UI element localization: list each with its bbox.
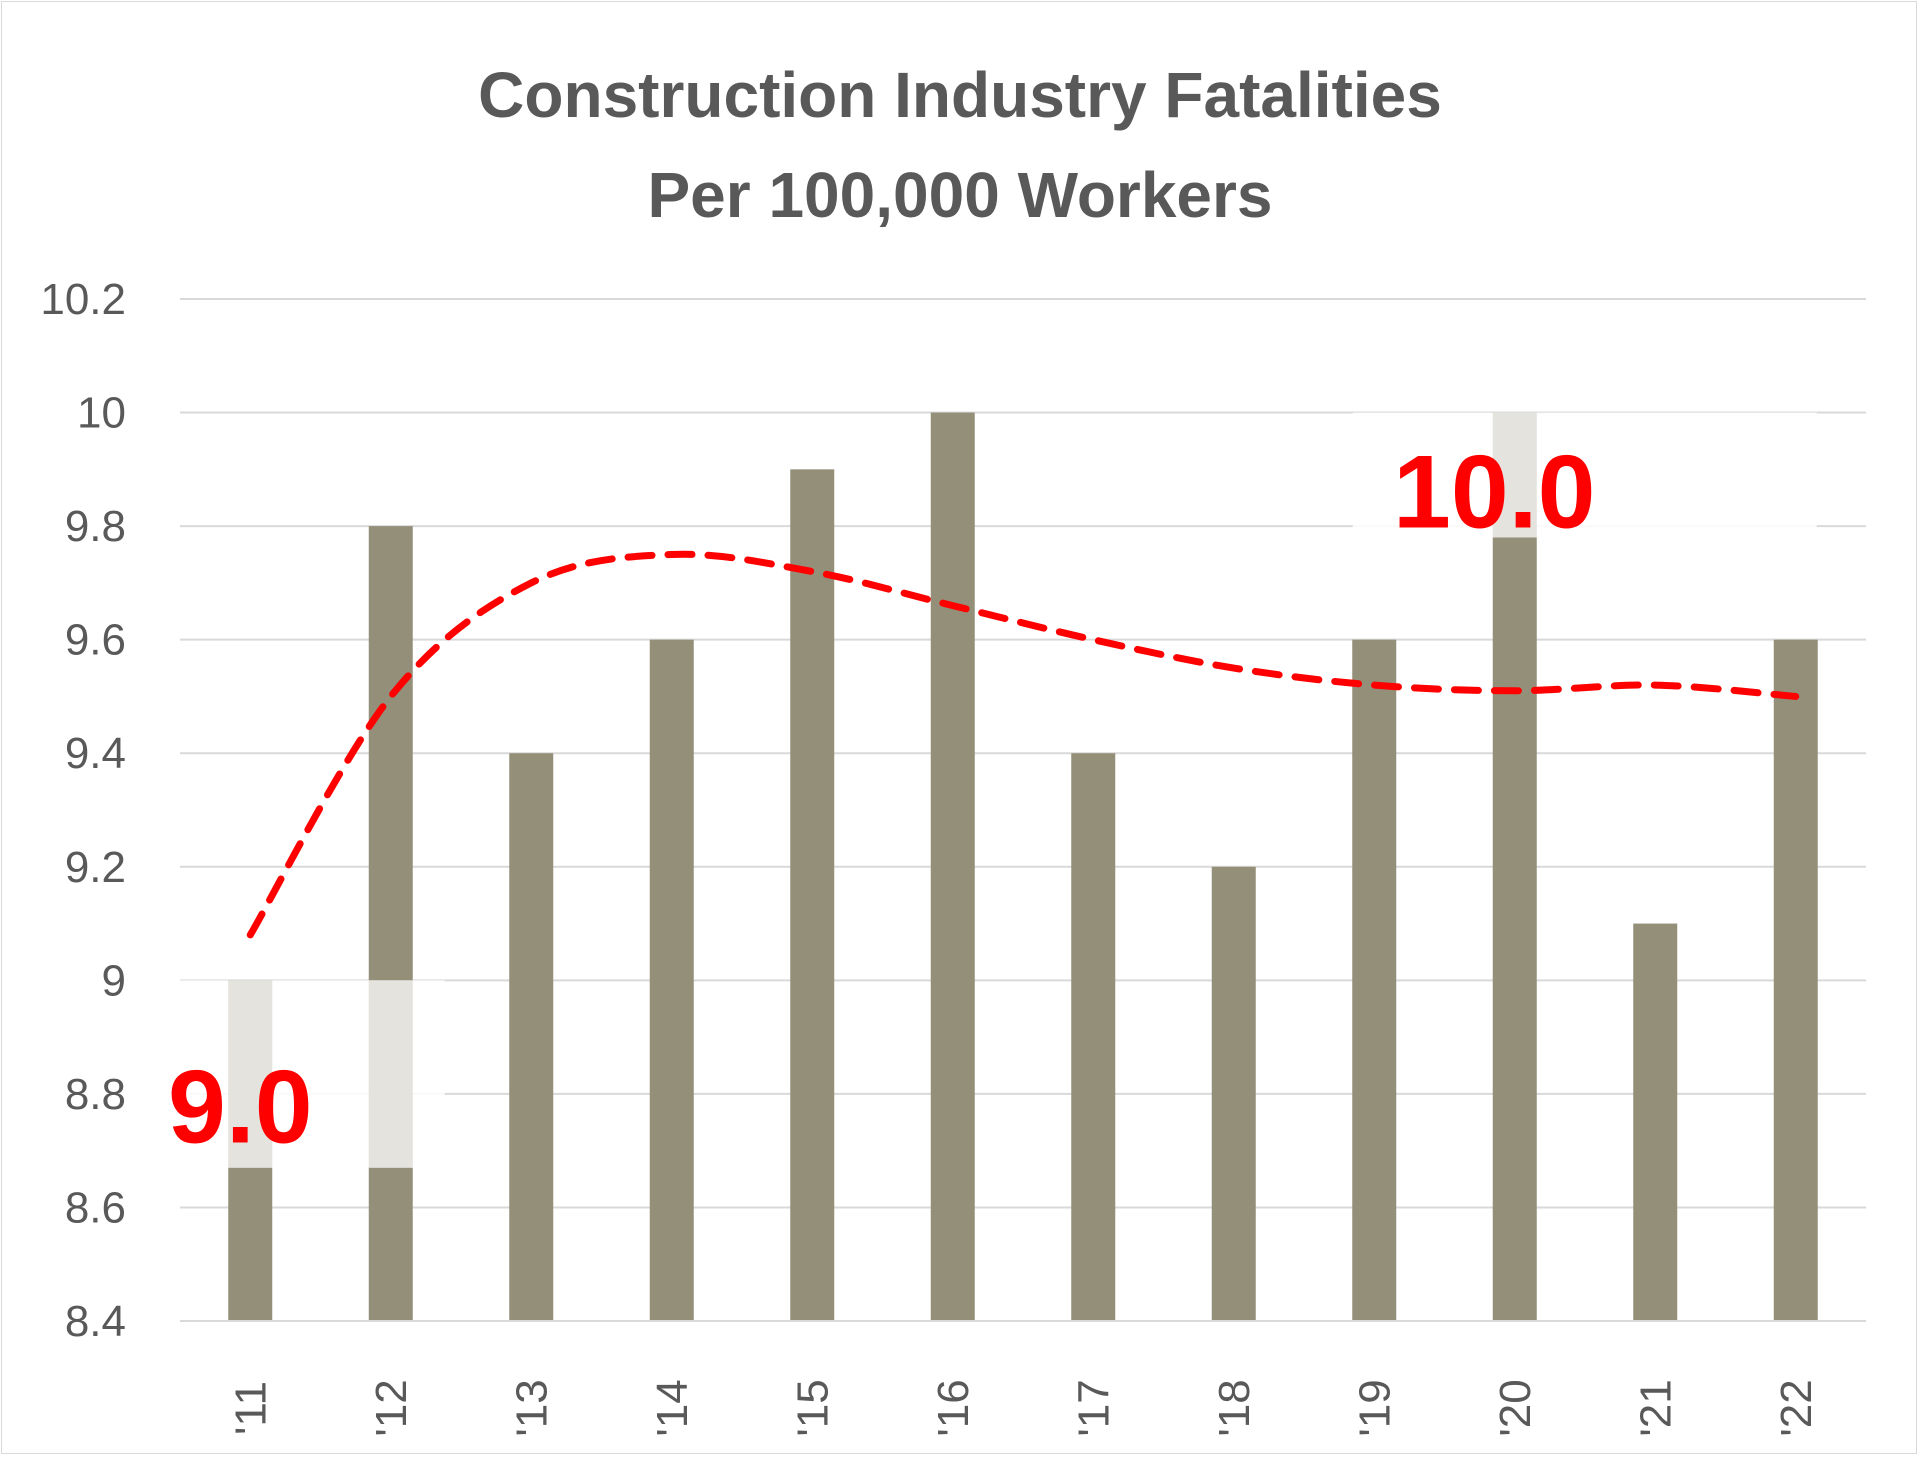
y-tick-label: 9.6 bbox=[65, 616, 126, 665]
x-tick-label: '17 bbox=[1069, 1379, 1118, 1436]
y-tick-label: 8.8 bbox=[65, 1070, 126, 1119]
y-tick-label: 10 bbox=[77, 389, 126, 438]
bar-1 bbox=[368, 526, 413, 1321]
x-tick-label: '15 bbox=[788, 1379, 837, 1436]
bar-10 bbox=[1633, 923, 1678, 1321]
y-tick-label: 8.4 bbox=[65, 1297, 126, 1346]
callout-label-10: 10.0 bbox=[1393, 435, 1595, 551]
x-tick-label: '11 bbox=[226, 1381, 275, 1435]
chart-title: Construction Industry Fatalities Per 100… bbox=[0, 45, 1920, 245]
y-tick-label: 10.2 bbox=[40, 275, 126, 324]
bar-6 bbox=[1071, 753, 1116, 1321]
x-tick-label: '21 bbox=[1631, 1379, 1680, 1436]
callout-label-9: 9.0 bbox=[168, 1049, 313, 1165]
bar-8 bbox=[1352, 639, 1397, 1321]
bar-4 bbox=[790, 469, 835, 1321]
trendline-layer bbox=[246, 550, 1800, 939]
y-tick-label: 9.4 bbox=[65, 729, 126, 778]
y-tick-label: 9.2 bbox=[65, 843, 126, 892]
bar-9 bbox=[1492, 412, 1537, 1321]
y-tick-label: 8.6 bbox=[65, 1183, 126, 1232]
callout-9-bar-overlay bbox=[368, 980, 413, 1168]
x-tick-label: '19 bbox=[1350, 1379, 1399, 1436]
bar-7 bbox=[1211, 866, 1256, 1321]
x-tick-label: '14 bbox=[648, 1379, 697, 1436]
x-tick-label: '12 bbox=[367, 1379, 416, 1436]
callout-10-backdrop bbox=[1352, 412, 1817, 538]
bar-2 bbox=[509, 753, 554, 1321]
bar-11 bbox=[1773, 639, 1818, 1321]
callout-9-bar-overlay bbox=[228, 980, 273, 1168]
axes: 8.4 8.6 8.8 9 9.2 9.4 9.6 9.8 10 10.2 '11 '12 '13 '14… bbox=[40, 275, 1866, 1437]
y-tick-label: 9 bbox=[102, 956, 126, 1005]
bar-5 bbox=[930, 412, 975, 1321]
x-tick-label: '16 bbox=[929, 1379, 978, 1436]
x-tick-label: '13 bbox=[507, 1379, 556, 1436]
x-tick-label: '18 bbox=[1210, 1379, 1259, 1436]
callouts: 9.0 10.0 bbox=[138, 412, 1817, 1168]
y-tick-label: 9.8 bbox=[65, 502, 126, 551]
trendline bbox=[246, 550, 1800, 939]
chart-title-line-2: Per 100,000 Workers bbox=[647, 159, 1273, 231]
bar-3 bbox=[649, 639, 694, 1321]
x-tick-label: '22 bbox=[1772, 1379, 1821, 1436]
callout-10-bar-overlay bbox=[1492, 412, 1537, 538]
x-tick-label: '20 bbox=[1491, 1379, 1540, 1436]
chart-title-line-1: Construction Industry Fatalities bbox=[478, 59, 1442, 131]
